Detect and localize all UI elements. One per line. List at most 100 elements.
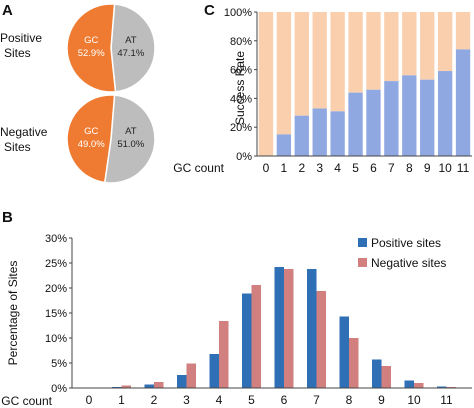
b-ytick-10: 10% <box>45 333 67 345</box>
b-xtick-5: 5 <box>248 393 255 407</box>
c-bar-fail-2 <box>294 12 309 116</box>
c-xtick-6: 6 <box>370 161 377 175</box>
pie-negative-row-label-2: Sites <box>4 140 31 154</box>
pie-negative-slice-gc <box>66 94 116 184</box>
c-ytick-100: 100% <box>224 7 252 19</box>
b-bar-positive-5 <box>242 293 252 388</box>
b-bar-positive-2 <box>144 384 154 388</box>
b-xtick-7: 7 <box>313 393 320 407</box>
c-xtick-1: 1 <box>281 161 288 175</box>
chart-c-ylabel: Success Rate <box>233 51 247 125</box>
b-xtick-11: 11 <box>440 393 453 407</box>
legend-negative-swatch <box>358 258 367 267</box>
c-bar-fail-3 <box>312 12 327 109</box>
b-bar-positive-10 <box>404 380 414 388</box>
c-ytick-20: 20% <box>230 122 252 134</box>
b-xtick-8: 8 <box>346 393 353 407</box>
c-ytick-60: 60% <box>230 65 252 77</box>
c-xtick-11: 11 <box>457 161 470 175</box>
c-bar-success-5 <box>348 92 363 156</box>
c-bar-success-3 <box>312 108 327 156</box>
pie-positive-slice-gc <box>66 3 117 93</box>
b-bar-positive-8 <box>339 316 349 388</box>
pie-negative-gc-label: GC <box>84 126 98 137</box>
c-ytick-80: 80% <box>230 36 252 48</box>
b-xtick-10: 10 <box>407 393 421 407</box>
pie-positive-at-label: AT <box>125 35 137 46</box>
pie-negative-at-label: AT <box>125 126 137 137</box>
pie-negative-row-label-1: Negative <box>0 125 48 139</box>
b-bar-negative-7 <box>316 291 326 388</box>
legend-positive-label: Positive sites <box>371 236 441 250</box>
b-bar-positive-9 <box>372 359 382 388</box>
c-xtick-4: 4 <box>334 161 341 175</box>
c-bar-success-10 <box>437 71 453 156</box>
pie-negative-sites: GC 49.0% AT 51.0% <box>66 94 156 184</box>
pie-negative-slice-at <box>103 94 156 184</box>
b-bar-negative-9 <box>381 366 391 388</box>
pie-positive-sites: GC 52.9% AT 47.1% <box>66 3 156 93</box>
b-ytick-25: 25% <box>45 258 67 270</box>
c-xtick-3: 3 <box>316 161 323 175</box>
chart-b-xlabel: GC count <box>1 394 52 408</box>
c-bar-success-1 <box>276 134 292 156</box>
b-bar-negative-6 <box>284 269 294 388</box>
b-xtick-0: 0 <box>86 393 93 407</box>
b-bar-negative-10 <box>414 383 424 388</box>
c-bar-success-8 <box>402 75 417 156</box>
success-rate-chart: 0 1 2 3 4 5 6 7 8 9 10 11 0% 20% 40% 60% 80% 100% <box>224 7 472 175</box>
c-bar-success-2 <box>294 115 309 156</box>
c-bar-fail-6 <box>366 12 381 90</box>
c-bar-fail-0 <box>258 12 274 156</box>
b-bar-positive-7 <box>307 269 317 388</box>
c-xtick-0: 0 <box>263 161 270 175</box>
c-bar-fail-5 <box>348 12 363 93</box>
c-ytick-0: 0% <box>236 151 252 163</box>
c-xtick-10: 10 <box>438 161 452 175</box>
b-ytick-5: 5% <box>51 358 67 370</box>
c-bar-fail-1 <box>276 12 292 135</box>
b-bar-negative-4 <box>219 321 229 388</box>
panel-c-letter: C <box>204 2 215 19</box>
c-bar-fail-10 <box>437 12 453 72</box>
b-xtick-6: 6 <box>281 393 288 407</box>
b-ytick-0: 0% <box>51 383 67 395</box>
pie-positive-gc-value: 52.9% <box>78 48 105 59</box>
pie-positive-slice-at <box>110 3 156 93</box>
pie-positive-row-label-1: Positive <box>0 31 42 45</box>
b-xtick-3: 3 <box>183 393 190 407</box>
b-xtick-1: 1 <box>118 393 125 407</box>
b-xtick-4: 4 <box>216 393 223 407</box>
b-ytick-15: 15% <box>45 308 67 320</box>
legend-positive-swatch <box>358 238 367 247</box>
b-xtick-2: 2 <box>151 393 158 407</box>
c-xtick-5: 5 <box>352 161 359 175</box>
b-bar-negative-3 <box>186 363 196 388</box>
b-bar-positive-6 <box>274 267 284 388</box>
legend-negative-label: Negative sites <box>371 256 446 270</box>
pie-positive-row-label-2: Sites <box>4 46 31 60</box>
b-bar-positive-3 <box>177 375 187 388</box>
c-bar-success-9 <box>420 79 435 156</box>
b-ytick-30: 30% <box>45 233 67 245</box>
c-xtick-9: 9 <box>424 161 431 175</box>
c-bar-fail-4 <box>330 12 345 112</box>
c-bar-fail-9 <box>420 12 435 80</box>
percentage-sites-chart: 0 1 2 3 4 5 6 7 8 9 10 11 0% 5% 10% 15% 20% 25% 30% <box>45 233 472 407</box>
c-bar-success-4 <box>330 111 345 156</box>
pie-negative-at-value: 51.0% <box>117 139 144 150</box>
chart-b-ylabel: Percentage of Sites <box>6 261 20 366</box>
chart-c-xlabel: GC count <box>173 161 224 175</box>
c-xtick-7: 7 <box>388 161 395 175</box>
b-bar-negative-1 <box>121 385 131 388</box>
c-bar-fail-8 <box>402 12 417 76</box>
c-bar-success-7 <box>384 81 399 156</box>
b-xtick-9: 9 <box>378 393 385 407</box>
b-bar-negative-2 <box>154 382 164 388</box>
b-bar-negative-5 <box>251 285 261 388</box>
c-bar-fail-7 <box>384 12 399 82</box>
c-xtick-2: 2 <box>298 161 305 175</box>
c-ytick-40: 40% <box>230 93 252 105</box>
b-bar-positive-4 <box>209 354 219 388</box>
